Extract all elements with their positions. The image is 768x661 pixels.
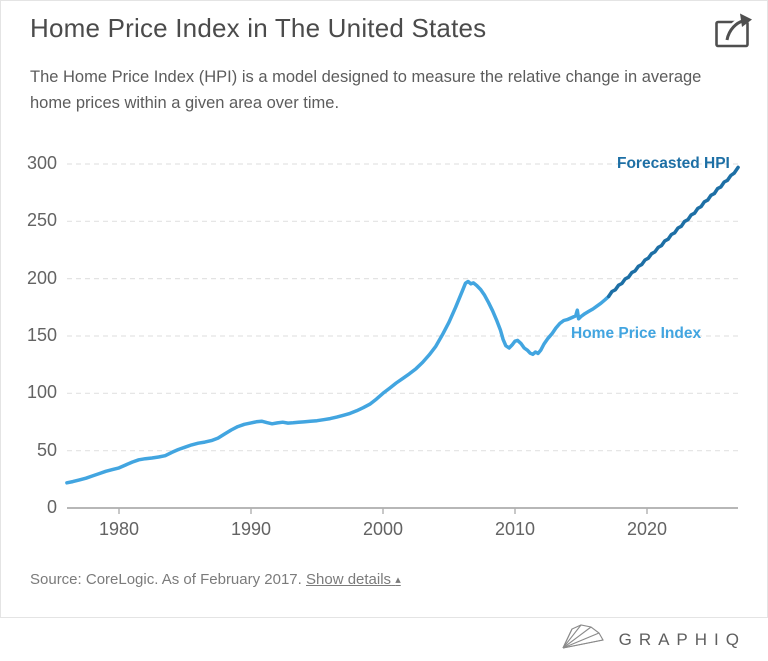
- chart-description: The Home Price Index (HPI) is a model de…: [30, 68, 702, 112]
- chart-card: Home Price Index in The United States Th…: [0, 0, 768, 618]
- brand-bar: GRAPHIQ: [0, 618, 768, 661]
- y-axis-tick-label: 50: [36, 439, 57, 460]
- hpi-line-label: Home Price Index: [571, 325, 702, 342]
- source-text: Source: CoreLogic. As of February 2017.: [30, 571, 302, 588]
- x-axis-tick-label: 2020: [626, 519, 668, 539]
- y-axis-tick-label: 250: [26, 210, 57, 231]
- source-row: Source: CoreLogic. As of February 2017. …: [30, 571, 401, 588]
- y-axis-tick-label: 100: [26, 382, 57, 403]
- y-axis-tick-label: 0: [46, 497, 57, 517]
- graphiq-logo-link[interactable]: GRAPHIQ: [558, 622, 746, 657]
- collapse-icon: ▴: [395, 574, 401, 586]
- graphiq-brand-text: GRAPHIQ: [618, 629, 746, 649]
- graphiq-logo-icon: [558, 622, 608, 657]
- x-axis-tick-label: 1990: [230, 519, 272, 539]
- y-axis-tick-label: 300: [26, 152, 57, 173]
- x-axis-tick-label: 2000: [362, 519, 404, 539]
- share-button[interactable]: [712, 11, 754, 51]
- page-title: Home Price Index in The United States: [30, 13, 487, 43]
- y-axis-tick-label: 150: [26, 324, 57, 345]
- share-icon: [712, 13, 754, 54]
- forecast-line-label: Forecasted HPI: [617, 155, 730, 172]
- x-axis-tick-label: 1980: [98, 519, 140, 539]
- y-axis-tick-label: 200: [26, 267, 57, 288]
- x-axis-tick-label: 2010: [494, 519, 536, 539]
- show-details-link[interactable]: Show details ▴: [306, 571, 401, 588]
